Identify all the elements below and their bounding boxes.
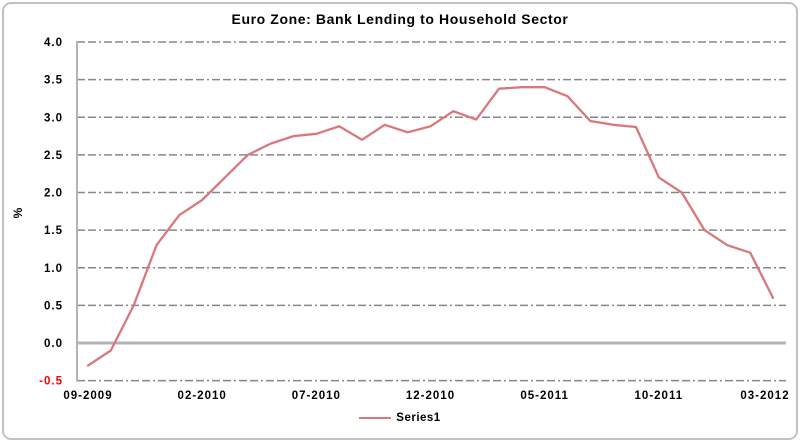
x-tick-label: 02-2010 bbox=[178, 390, 227, 402]
x-tick-label: 05-2011 bbox=[520, 390, 569, 402]
y-tick-label: 2.0 bbox=[44, 188, 63, 200]
x-tick-label: 07-2010 bbox=[292, 390, 341, 402]
y-tick-label: 3.5 bbox=[44, 75, 63, 87]
x-tick-label: 03-2012 bbox=[740, 390, 789, 402]
x-tick-label: 12-2010 bbox=[406, 390, 455, 402]
y-tick-label: 1.5 bbox=[44, 225, 63, 237]
y-tick-label: -0.5 bbox=[39, 376, 63, 388]
y-tick-label: 3.0 bbox=[44, 112, 63, 124]
x-tick-label: 10-2011 bbox=[635, 390, 684, 402]
legend-series-label: Series1 bbox=[396, 412, 441, 424]
y-tick-label: 1.0 bbox=[44, 263, 63, 275]
y-tick-label: 0.0 bbox=[44, 338, 63, 350]
chart-title: Euro Zone: Bank Lending to Household Sec… bbox=[231, 11, 569, 27]
legend: Series1 bbox=[0, 412, 800, 424]
series-line bbox=[86, 86, 775, 367]
y-tick-label: 4.0 bbox=[44, 37, 63, 49]
legend-line-marker bbox=[359, 416, 392, 420]
y-tick-label: 0.5 bbox=[44, 300, 63, 312]
y-tick-label: 2.5 bbox=[44, 150, 63, 162]
x-tick-label: 09-2009 bbox=[63, 390, 112, 402]
